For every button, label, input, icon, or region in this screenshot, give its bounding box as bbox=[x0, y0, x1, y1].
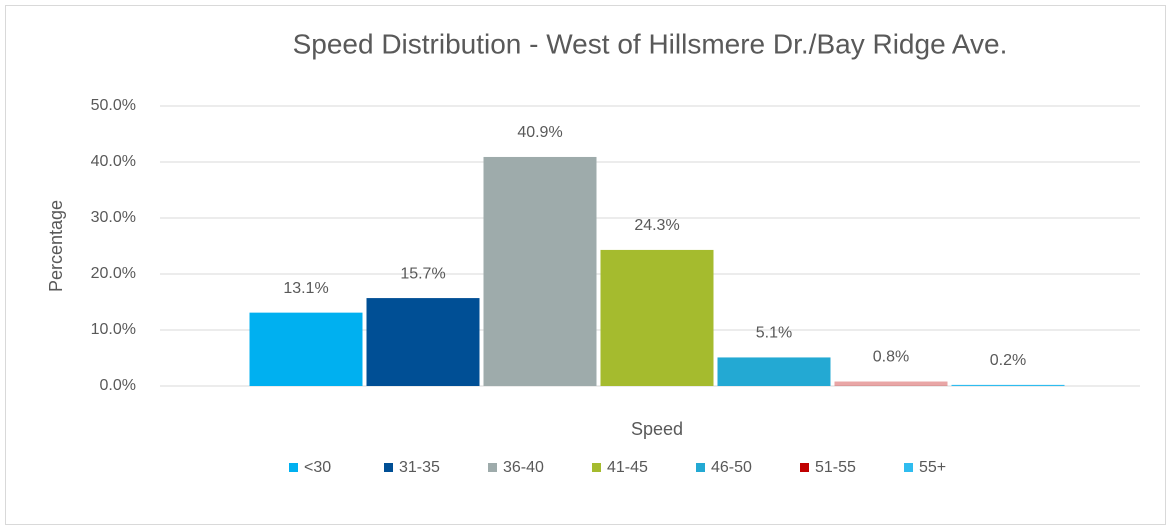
data-label: 5.1% bbox=[756, 325, 792, 342]
legend-label: 36-40 bbox=[503, 459, 544, 476]
bar bbox=[717, 357, 831, 386]
bar bbox=[366, 298, 480, 386]
legend-swatch bbox=[800, 463, 809, 472]
legend-swatch bbox=[904, 463, 913, 472]
y-tick-label: 50.0% bbox=[91, 97, 136, 114]
chart-title: Speed Distribution - West of Hillsmere D… bbox=[293, 28, 1008, 59]
legend-label: <30 bbox=[304, 459, 331, 476]
legend-swatch bbox=[384, 463, 393, 472]
y-tick-label: 0.0% bbox=[100, 377, 136, 394]
x-axis-label: Speed bbox=[631, 419, 683, 439]
legend-label: 46-50 bbox=[711, 459, 752, 476]
bar bbox=[600, 249, 714, 386]
legend-swatch bbox=[488, 463, 497, 472]
y-tick-label: 20.0% bbox=[91, 265, 136, 282]
data-label: 0.2% bbox=[990, 352, 1026, 369]
data-label: 13.1% bbox=[283, 280, 328, 297]
legend-label: 41-45 bbox=[607, 459, 648, 476]
legend-label: 51-55 bbox=[815, 459, 856, 476]
bar bbox=[249, 312, 363, 386]
legend-label: 31-35 bbox=[399, 459, 440, 476]
y-axis-label: Percentage bbox=[46, 200, 66, 292]
bar bbox=[951, 384, 1065, 386]
data-label: 24.3% bbox=[634, 217, 679, 234]
legend-swatch bbox=[696, 463, 705, 472]
legend-swatch bbox=[289, 463, 298, 472]
bar bbox=[483, 156, 597, 386]
y-tick-label: 10.0% bbox=[91, 321, 136, 338]
y-tick-label: 40.0% bbox=[91, 153, 136, 170]
data-label: 0.8% bbox=[873, 349, 909, 366]
data-label: 15.7% bbox=[400, 265, 445, 282]
legend-swatch bbox=[592, 463, 601, 472]
data-label: 40.9% bbox=[517, 124, 562, 141]
bar bbox=[834, 381, 948, 386]
y-tick-label: 30.0% bbox=[91, 209, 136, 226]
legend-label: 55+ bbox=[919, 459, 946, 476]
